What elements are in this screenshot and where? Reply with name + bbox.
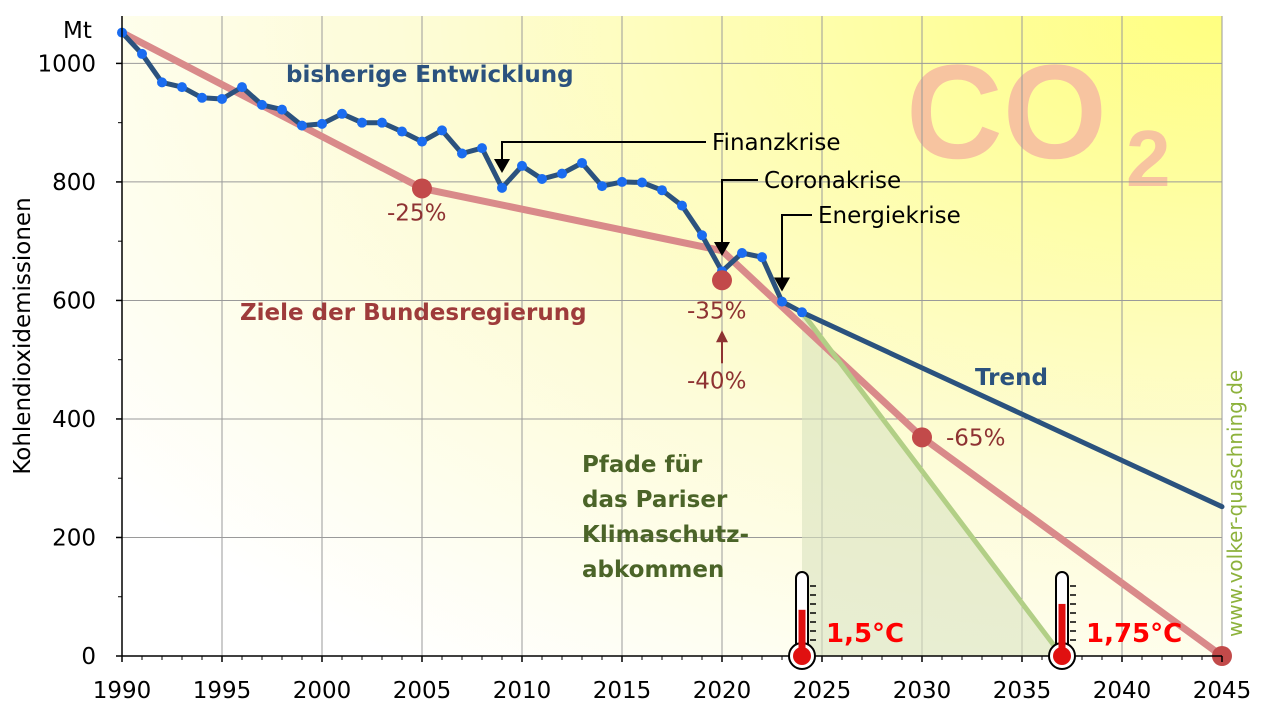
x-tick-label-2025: 2025 <box>793 678 852 704</box>
history-point-2017 <box>657 185 667 196</box>
credit-watermark: www.volker-quaschning.de <box>1223 370 1247 637</box>
history-point-2001 <box>337 108 347 119</box>
event-label-2009: Finanzkrise <box>712 130 841 156</box>
x-tick-label-2005: 2005 <box>393 678 452 704</box>
x-tick-label-1990: 1990 <box>93 678 152 704</box>
history-point-2000 <box>317 118 327 129</box>
target-marker-2020 <box>712 270 732 291</box>
label-trend: Trend <box>975 365 1048 391</box>
history-point-1993 <box>177 82 187 93</box>
history-point-2007 <box>457 148 467 159</box>
paris-line-3: Klimaschutz- <box>582 522 749 548</box>
y-tick-label-200: 200 <box>52 525 96 551</box>
history-point-2003 <box>377 117 387 128</box>
history-point-1999 <box>297 120 307 131</box>
watermark-co: CO <box>906 38 1107 187</box>
target-marker-2030 <box>912 427 932 448</box>
target-arrowhead-2020 <box>716 330 728 343</box>
thermometer-label: 1,75°C <box>1086 619 1182 649</box>
event-label-2023: Energiekrise <box>818 203 961 229</box>
y-tick-label-0: 0 <box>81 644 96 670</box>
history-point-2024 <box>797 307 807 318</box>
x-tick-label-2040: 2040 <box>1093 678 1152 704</box>
history-point-1991 <box>137 48 147 59</box>
history-point-2022 <box>757 252 767 263</box>
target-label-2030: -65% <box>946 425 1005 451</box>
thermometer-bulb <box>793 647 811 665</box>
target-arrow-label-2020: -40% <box>687 368 746 394</box>
trend-line <box>799 309 1225 510</box>
x-tick-label-2020: 2020 <box>693 678 752 704</box>
history-point-2013 <box>577 157 587 168</box>
paris-line-1: Pfade für <box>582 452 703 478</box>
x-tick-label-1995: 1995 <box>193 678 252 704</box>
thermometer-level <box>798 609 806 656</box>
y-tick-label-1000: 1000 <box>37 51 96 77</box>
event-arrow-2009 <box>501 141 706 162</box>
history-point-2011 <box>537 173 547 184</box>
watermark-subscript: 2 <box>1126 114 1171 203</box>
co2-watermark: CO 2 <box>906 38 1171 203</box>
target-label-2020: -35% <box>687 298 746 324</box>
paris-line-4: abkommen <box>582 557 724 583</box>
y-axis-title: Kohlendioxidemissionen <box>10 197 36 474</box>
history-point-2019 <box>697 230 707 241</box>
y-tick-label-600: 600 <box>52 288 96 314</box>
y-tick-label-400: 400 <box>52 407 96 433</box>
history-point-2016 <box>637 177 647 188</box>
thermometer-2: 1,75°C <box>1048 571 1182 670</box>
thermometer-bulb <box>1053 647 1071 665</box>
x-tick-label-2010: 2010 <box>493 678 552 704</box>
event-arrow-2020 <box>721 179 758 244</box>
axes: 0 200 400 600 800 1000 1990 1995 2000 2005 2010 201… <box>37 16 1251 704</box>
history-point-2004 <box>397 126 407 137</box>
history-point-1998 <box>277 104 287 115</box>
history-point-1995 <box>217 93 227 104</box>
history-point-1992 <box>157 77 167 88</box>
label-paris: Pfade für das Pariser Klimaschutz- abkom… <box>582 452 749 583</box>
history-point-1997 <box>257 99 267 110</box>
history-point-2002 <box>357 117 367 128</box>
history-point-1994 <box>197 92 207 103</box>
history-point-2010 <box>517 160 527 171</box>
x-tick-label-2035: 2035 <box>993 678 1052 704</box>
x-tick-label-2030: 2030 <box>893 678 952 704</box>
event-label-2020: Coronakrise <box>764 168 901 194</box>
history-point-2009 <box>497 182 507 193</box>
thermometers: 1,5°C 1,75°C <box>788 571 1182 670</box>
target-label-2005: -25% <box>387 200 446 226</box>
paris-line <box>799 309 1065 659</box>
event-arrowhead-2020 <box>714 242 730 256</box>
thermometer-label: 1,5°C <box>826 619 904 649</box>
history-point-2006 <box>437 125 447 136</box>
label-history: bisherige Entwicklung <box>286 62 574 88</box>
y-tick-label-800: 800 <box>52 170 96 196</box>
history-point-2015 <box>617 176 627 187</box>
event-arrowhead-2023 <box>774 277 790 292</box>
y-axis-unit: Mt <box>63 18 92 44</box>
annotations: -25% -35% -40% -65% Finanzkrise Coronakrise En… <box>387 130 1005 451</box>
x-tick-label-2000: 2000 <box>293 678 352 704</box>
history-point-2014 <box>597 181 607 192</box>
history-point-2021 <box>737 248 747 259</box>
label-targets: Ziele der Bundesregierung <box>240 300 587 326</box>
x-tick-label-2045: 2045 <box>1193 678 1252 704</box>
thermometer-1: 1,5°C <box>788 571 904 670</box>
paris-line-2: das Pariser <box>582 487 728 513</box>
history-point-2008 <box>477 143 487 154</box>
event-arrowhead-2009 <box>494 159 510 174</box>
target-marker-2005 <box>412 178 432 199</box>
history-point-2023 <box>777 296 787 307</box>
event-arrow-2023 <box>781 214 812 280</box>
thermometer-level <box>1058 603 1066 656</box>
x-tick-label-2015: 2015 <box>593 678 652 704</box>
history-point-2018 <box>677 200 687 211</box>
history-point-2012 <box>557 168 567 179</box>
history-point-2005 <box>417 136 427 147</box>
history-point-1996 <box>237 82 247 93</box>
